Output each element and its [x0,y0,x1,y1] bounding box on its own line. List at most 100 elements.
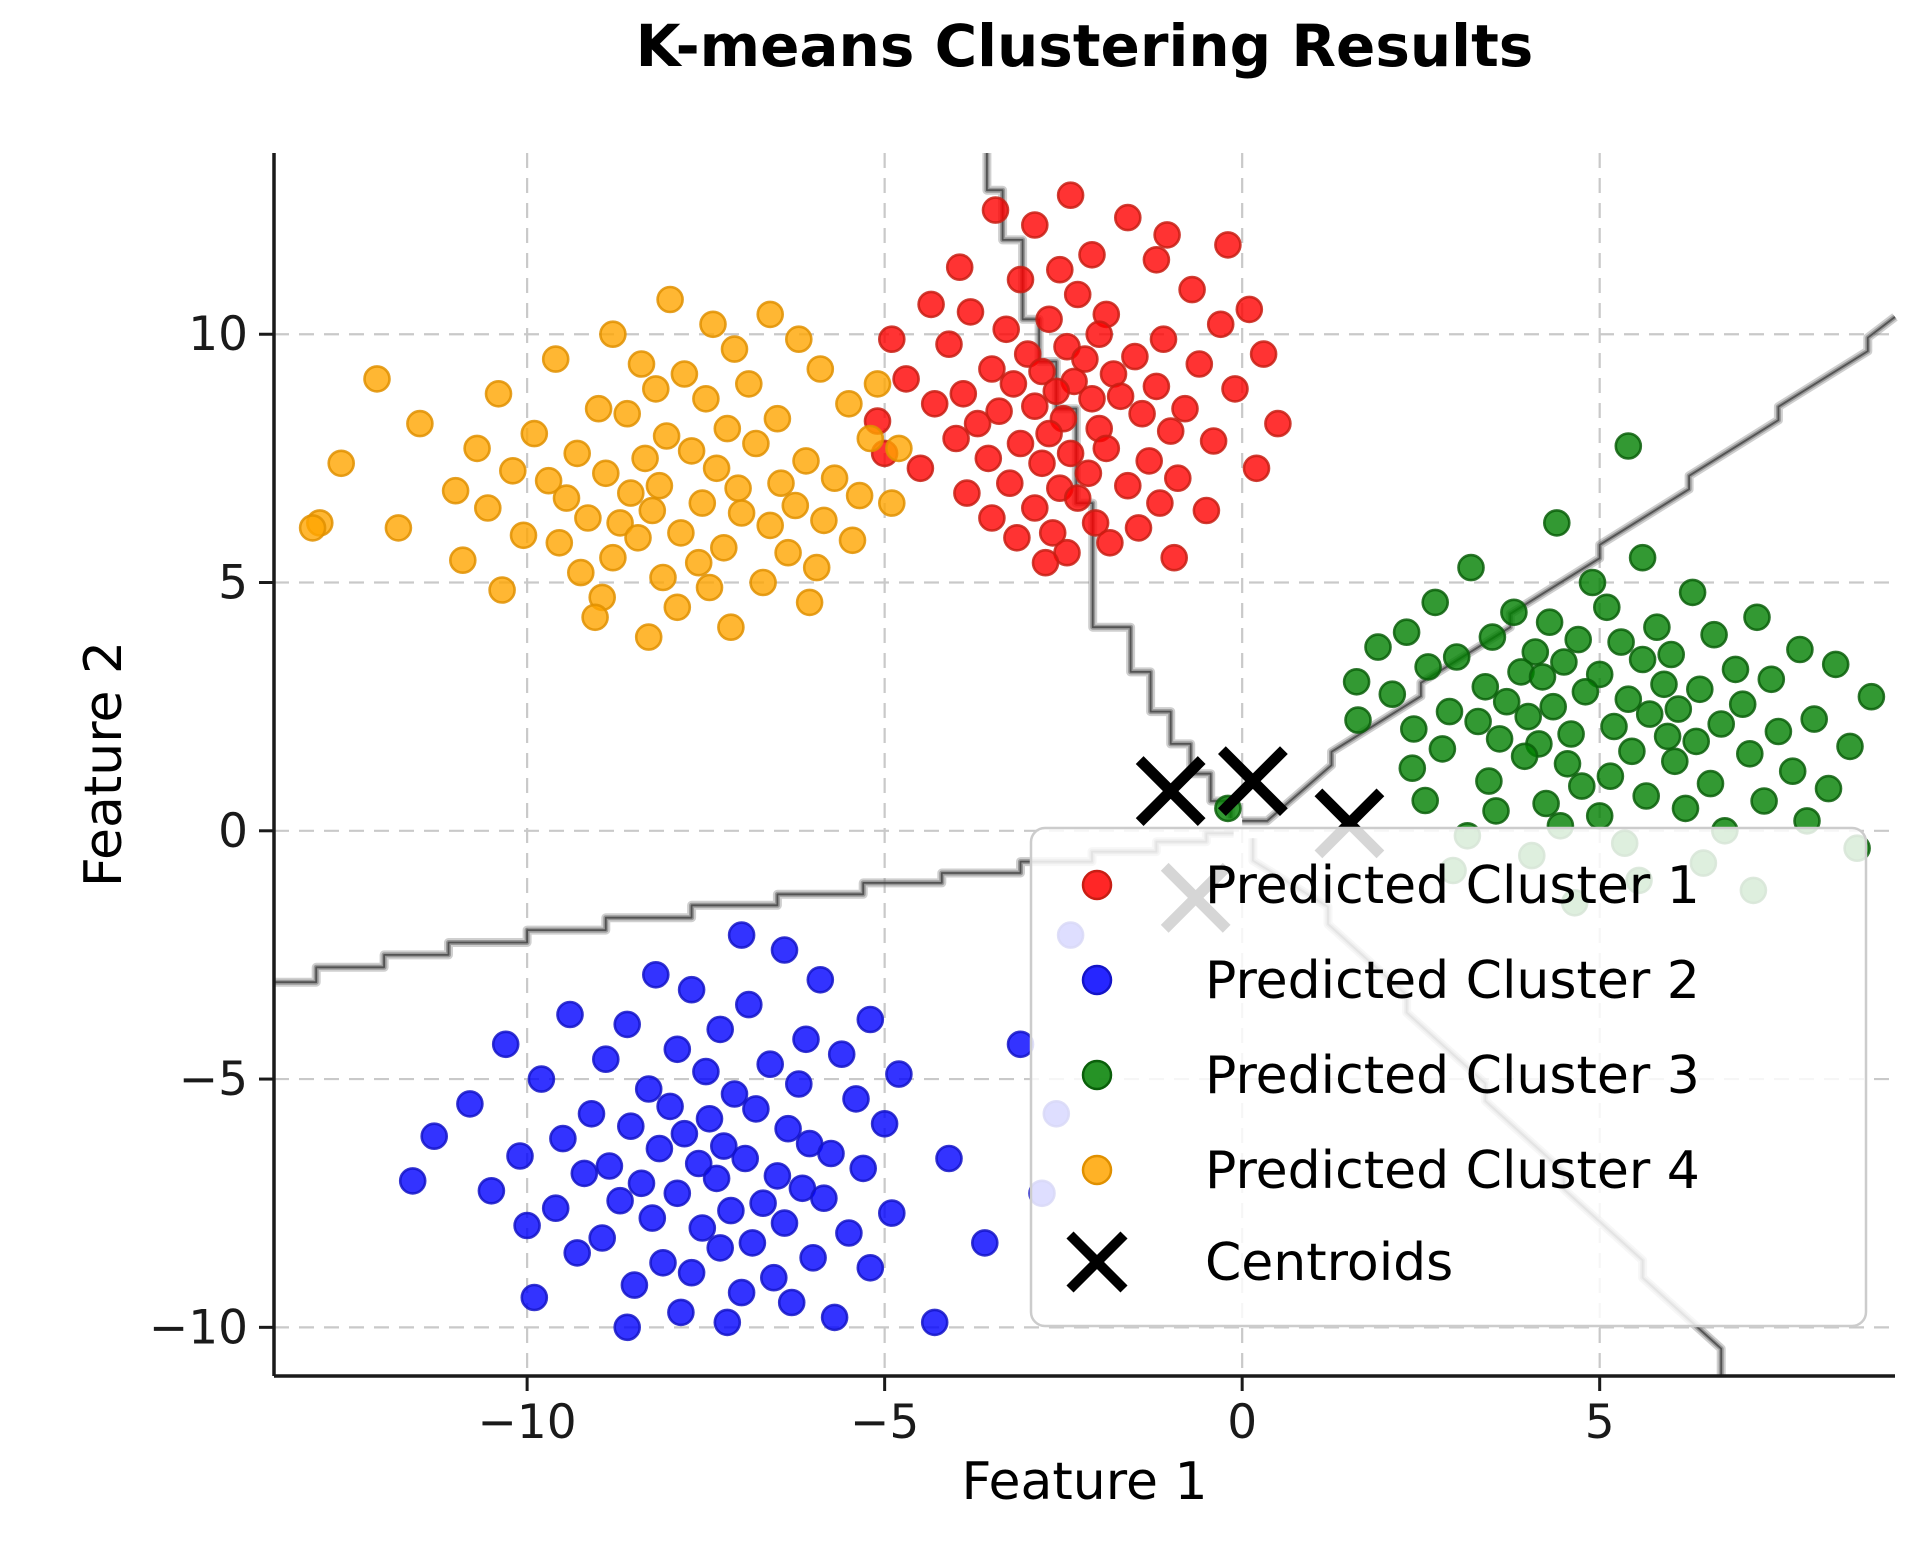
scatter-point [1632,782,1660,810]
scatter-point [806,965,835,994]
scatter-point [527,1065,556,1093]
scatter-point [1242,454,1271,483]
scatter-point [756,1050,785,1078]
scatter-point [942,424,970,453]
scatter-point [624,523,652,552]
scatter-point [1249,340,1278,368]
scatter-point [877,1199,906,1227]
scatter-point [799,1244,827,1272]
y-axis-label: Feature 2 [74,640,134,888]
scatter-point [456,1090,484,1118]
scatter-point [906,454,935,483]
scatter-point [1149,325,1178,354]
scatter-point [1028,449,1056,478]
decision-boundary-line [1242,316,1896,822]
scatter-point [509,521,538,550]
scatter-point [1750,787,1778,815]
scatter-point [835,1219,863,1247]
scatter-point [978,504,1006,532]
scatter-point [1596,762,1625,791]
scatter-point [935,330,963,359]
scatter-point [1614,432,1643,460]
scatter-point [641,375,670,403]
scatter-point [1485,725,1514,753]
scatter-point [613,399,642,428]
scatter-point [1078,241,1106,269]
scatter-point [870,1110,899,1138]
scatter-point [713,414,742,443]
y-tick-label: 0 [218,804,248,859]
scatter-point [759,1263,788,1292]
scatter-point [1160,543,1188,572]
scatter-point [784,325,813,354]
cluster-4-points [298,285,913,651]
scatter-point [552,484,581,512]
scatter-point [892,365,920,393]
scatter-point [574,504,602,532]
scatter-point [695,1105,724,1133]
scatter-point [1836,732,1864,761]
legend-label: Predicted Cluster 4 [1205,1141,1700,1201]
scatter-point [1678,578,1707,607]
scatter-point [1342,667,1371,696]
scatter-point [1707,710,1735,738]
scatter-point [541,345,570,373]
scatter-point [1764,717,1793,746]
scatter-point [810,1184,838,1212]
scatter-point [1156,417,1185,445]
scatter-point [749,1189,777,1217]
legend-marker-cluster-1-icon [1081,869,1113,901]
scatter-point [1535,608,1564,637]
scatter-point [1146,489,1174,517]
scatter-point [1003,523,1031,552]
scatter-point [477,1177,506,1205]
scatter-point [420,1122,449,1150]
scatter-point [734,370,763,398]
scatter-point [1006,429,1035,458]
scatter-point [1618,737,1646,766]
scatter-point [1543,509,1571,537]
scatter-point [717,1196,745,1225]
scatter-point [1078,384,1106,413]
scatter-point [1442,643,1471,671]
scatter-point [627,1169,656,1198]
scatter-point [613,1313,642,1342]
scatter-point [667,1298,695,1327]
scatter-point [498,456,527,485]
x-tick-label: 0 [1227,1395,1257,1450]
scatter-point [1578,568,1607,597]
scatter-point [656,1092,684,1121]
scatter-point [556,1000,584,1029]
scatter-point [1135,447,1163,475]
scatter-point [1428,735,1457,763]
scatter-point [806,355,835,383]
scatter-point [1736,739,1764,768]
scatter-point [1096,528,1124,557]
scatter-point [849,1154,878,1183]
scatter-point [1364,633,1392,661]
scatter-point [802,553,831,582]
scatter-point [1607,628,1635,656]
scatter-point [709,1132,738,1160]
scatter-point [717,613,745,642]
scatter-point [645,1134,674,1163]
scatter-point [1585,802,1614,830]
scatter-point [595,1152,624,1180]
scatter-point [1721,655,1750,684]
scatter-point [820,1303,849,1332]
scatter-point [688,1214,717,1242]
scatter-point [1124,514,1153,542]
scatter-point [1743,603,1771,632]
scatter-point [1786,635,1814,664]
scatter-point [1635,700,1664,728]
scatter-point [1038,519,1067,547]
scatter-point [702,454,731,483]
scatter-point [588,1224,617,1252]
scatter-point [634,623,663,651]
scatter-point [1114,203,1142,232]
scatter-point [1500,598,1528,627]
scatter-point [577,1100,606,1128]
scatter-point [784,1070,813,1098]
scatter-point [856,1254,885,1282]
